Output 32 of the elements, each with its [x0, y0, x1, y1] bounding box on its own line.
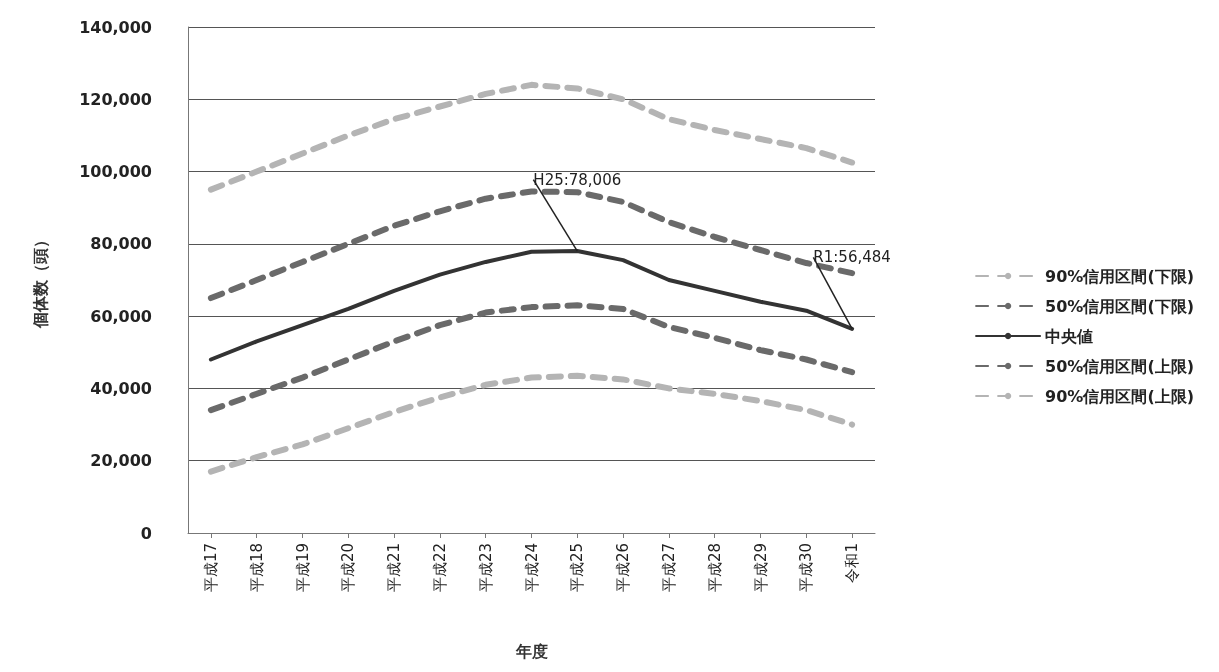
x-tick-label: 平成18 — [247, 543, 266, 593]
x-tick-label: 令和1 — [843, 543, 862, 583]
x-tick-label: 平成30 — [797, 543, 816, 593]
legend-label: 50%信用区間(上限) — [1045, 356, 1194, 376]
legend-label: 50%信用区間(下限) — [1045, 296, 1194, 316]
y-tick-label: 120,000 — [79, 89, 152, 109]
y-tick-label: 40,000 — [90, 378, 152, 398]
y-tick-label: 80,000 — [90, 234, 152, 254]
annotation: R1:56,484 — [813, 248, 891, 267]
annotation: H25:78,006 — [533, 170, 622, 189]
y-tick-label: 140,000 — [79, 17, 152, 37]
x-tick-label: 平成27 — [659, 543, 678, 593]
x-axis-title: 年度 — [514, 641, 548, 661]
x-tick-label: 平成22 — [430, 543, 449, 593]
y-axis-title: 個体数（頭） — [30, 232, 50, 329]
legend-label: 90%信用区間(下限) — [1045, 266, 1194, 286]
x-tick-label: 平成24 — [522, 543, 541, 593]
y-tick-label: 60,000 — [90, 306, 152, 326]
legend-label: 中央値 — [1045, 326, 1094, 346]
y-tick-label: 20,000 — [90, 451, 152, 471]
x-tick-label: 平成25 — [568, 543, 587, 593]
x-tick-label: 平成23 — [476, 543, 495, 593]
x-tick-label: 平成19 — [293, 543, 312, 593]
x-tick-label: 平成26 — [614, 543, 633, 593]
x-tick-label: 平成21 — [385, 543, 404, 593]
y-tick-label: 100,000 — [79, 162, 152, 182]
y-tick-label: 0 — [140, 523, 152, 543]
legend-label: 90%信用区間(上限) — [1045, 386, 1194, 406]
x-tick-label: 平成20 — [339, 543, 358, 593]
x-tick-label: 平成17 — [201, 543, 220, 593]
x-tick-label: 平成28 — [705, 543, 724, 593]
x-tick-label: 平成29 — [751, 543, 770, 593]
